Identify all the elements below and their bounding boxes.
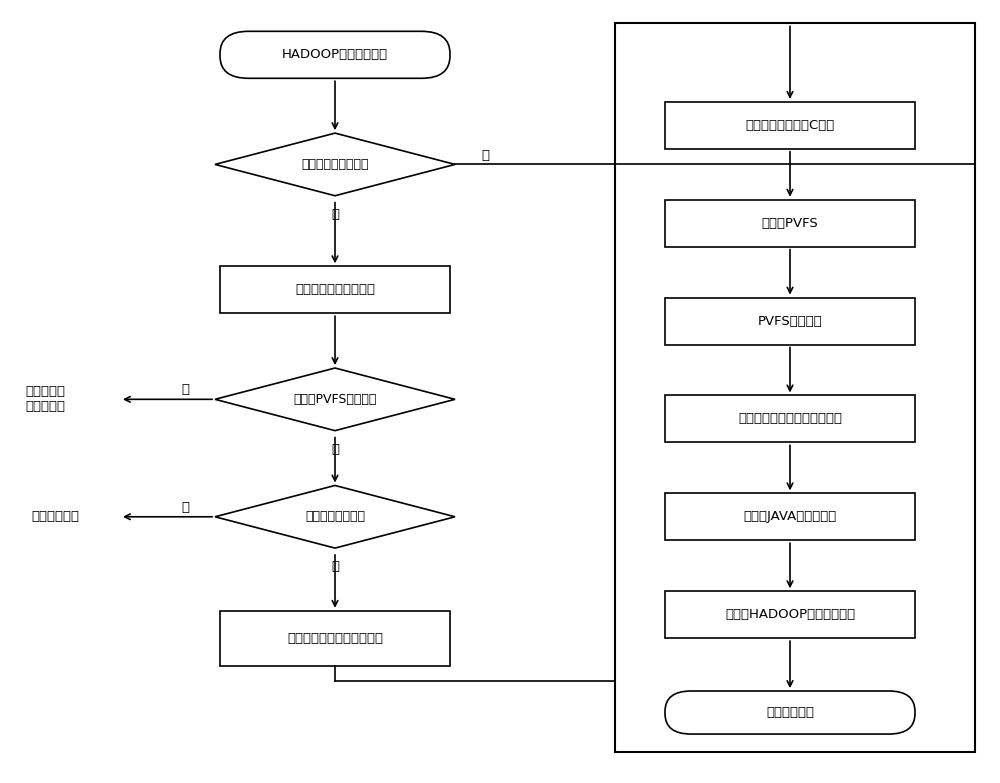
Polygon shape <box>215 485 455 548</box>
Text: 将基本操作转化为C语言: 将基本操作转化为C语言 <box>745 119 835 132</box>
Text: PVFS执行操作: PVFS执行操作 <box>758 315 822 327</box>
FancyBboxPatch shape <box>665 691 915 734</box>
Text: 进入其他文
件系统流程: 进入其他文 件系统流程 <box>25 385 65 413</box>
Text: 报告错误信息: 报告错误信息 <box>31 511 79 523</box>
Text: 提交至PVFS: 提交至PVFS <box>762 217 818 229</box>
Bar <box>665 298 915 345</box>
Text: 判断文件所属文件系统: 判断文件所属文件系统 <box>295 283 375 296</box>
Bar <box>220 611 450 666</box>
Bar <box>665 102 915 149</box>
Bar <box>220 266 450 313</box>
Bar <box>665 591 915 638</box>
Text: 是否已定义文件系统: 是否已定义文件系统 <box>301 158 369 171</box>
Text: 是: 是 <box>331 443 339 456</box>
Text: 否: 否 <box>181 501 189 514</box>
Text: 转化为HADOOP可用数据结构: 转化为HADOOP可用数据结构 <box>725 608 855 621</box>
Polygon shape <box>215 133 455 196</box>
Text: 否: 否 <box>331 208 339 221</box>
FancyBboxPatch shape <box>220 31 450 78</box>
Polygon shape <box>215 368 455 431</box>
Text: 是否是PVFS文件系统: 是否是PVFS文件系统 <box>293 393 377 406</box>
Text: 是: 是 <box>481 149 489 161</box>
Text: 是否为已定义操作: 是否为已定义操作 <box>305 511 365 523</box>
Text: 是: 是 <box>331 561 339 573</box>
Text: 转化为一个或多个基本操作: 转化为一个或多个基本操作 <box>287 632 383 644</box>
Text: 文件操作完成: 文件操作完成 <box>766 706 814 719</box>
Text: 转化为JAVA可识别格式: 转化为JAVA可识别格式 <box>743 511 837 523</box>
Bar <box>665 395 915 442</box>
Bar <box>665 493 915 540</box>
Text: 否: 否 <box>181 384 189 396</box>
Text: HADOOP执行文件操作: HADOOP执行文件操作 <box>282 49 388 61</box>
Bar <box>665 200 915 247</box>
Bar <box>615 23 975 752</box>
Text: 获得基本操作的返回值与数据: 获得基本操作的返回值与数据 <box>738 413 842 425</box>
